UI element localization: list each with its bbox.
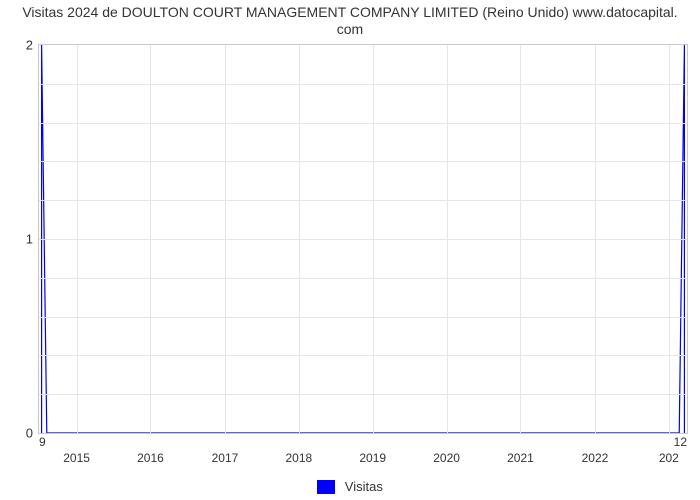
grid-line-h	[39, 239, 687, 240]
grid-line-h	[39, 123, 687, 124]
chart-container: Visitas 2024 de DOULTON COURT MANAGEMENT…	[0, 0, 700, 500]
grid-line-h	[39, 84, 687, 85]
grid-line-h	[39, 200, 687, 201]
x-corner-right: 12	[674, 433, 687, 449]
chart-title-line1: Visitas 2024 de DOULTON COURT MANAGEMENT…	[0, 4, 700, 21]
grid-line-v	[373, 45, 374, 433]
legend-label: Visitas	[345, 479, 383, 494]
grid-line-v	[447, 45, 448, 433]
grid-line-v	[669, 45, 670, 433]
x-tick-label: 2015	[63, 433, 90, 465]
grid-line-v	[225, 45, 226, 433]
grid-line-h	[39, 394, 687, 395]
grid-line-h	[39, 317, 687, 318]
x-tick-label: 2019	[359, 433, 386, 465]
x-tick-label: 2020	[433, 433, 460, 465]
legend: Visitas	[0, 478, 700, 494]
grid-line-v	[520, 45, 521, 433]
x-tick-label: 2021	[507, 433, 534, 465]
x-tick-label: 2017	[212, 433, 239, 465]
y-tick-label: 0	[26, 426, 39, 441]
chart-title: Visitas 2024 de DOULTON COURT MANAGEMENT…	[0, 4, 700, 38]
grid-line-v	[595, 45, 596, 433]
legend-swatch	[317, 480, 335, 494]
grid-line-h	[39, 278, 687, 279]
grid-line-v	[299, 45, 300, 433]
plot-area: 0122015201620172018201920202021202220291…	[38, 44, 688, 434]
y-tick-label: 2	[26, 38, 39, 53]
x-corner-left: 9	[39, 433, 46, 449]
x-tick-label: 2022	[582, 433, 609, 465]
plot-wrap: 0122015201620172018201920202021202220291…	[38, 44, 688, 434]
grid-line-v	[150, 45, 151, 433]
grid-line-h	[39, 161, 687, 162]
x-tick-label: 2018	[285, 433, 312, 465]
y-tick-label: 1	[26, 232, 39, 247]
x-tick-label: 2016	[137, 433, 164, 465]
grid-line-v	[77, 45, 78, 433]
grid-line-h	[39, 355, 687, 356]
chart-title-line2: com	[0, 21, 700, 38]
